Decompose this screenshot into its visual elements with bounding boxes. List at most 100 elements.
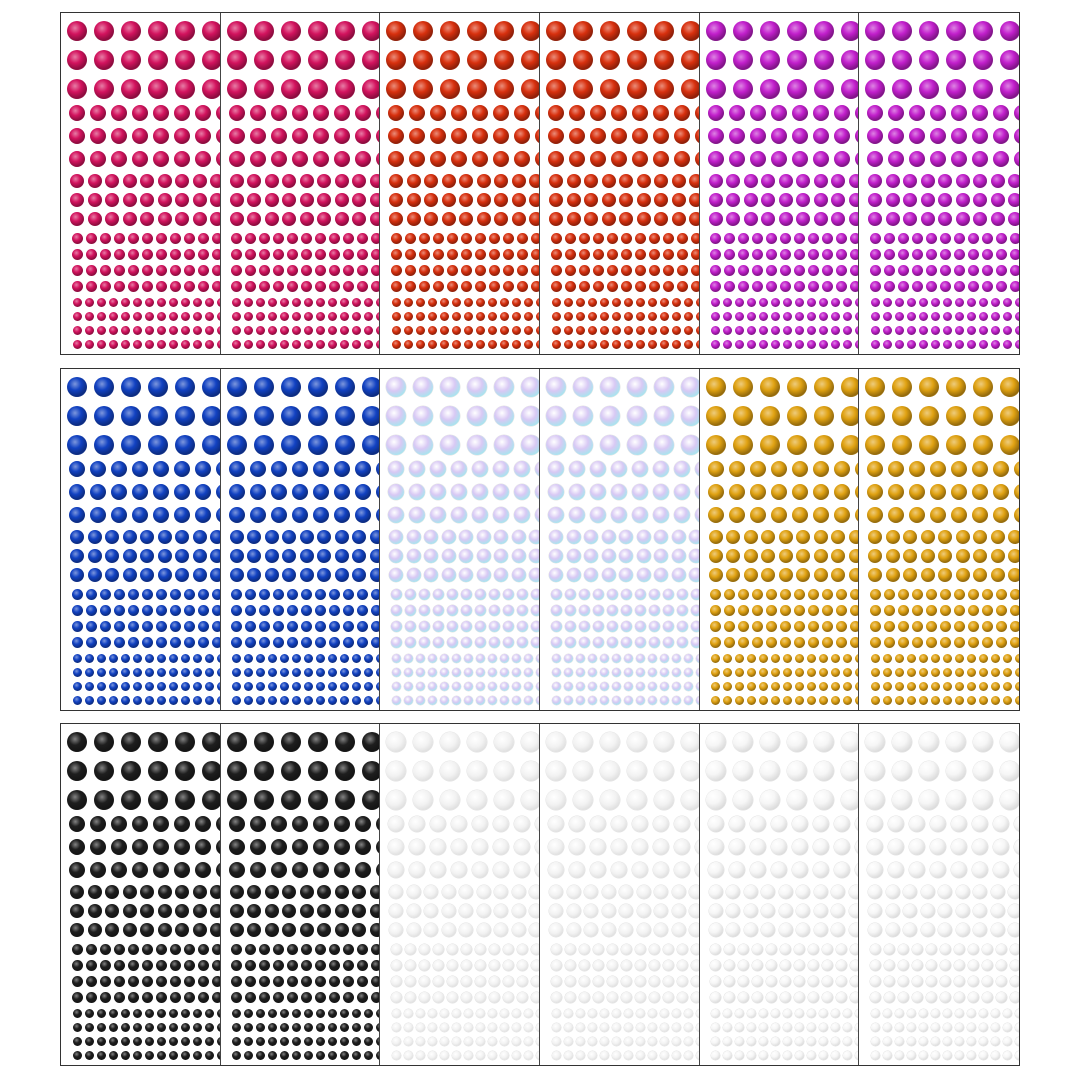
rhinestone <box>759 1008 769 1018</box>
rhinestone <box>564 588 576 600</box>
rhinestone <box>791 507 808 523</box>
rhinestone <box>122 174 137 188</box>
rhinestone <box>632 839 649 855</box>
rhinestone <box>259 248 271 260</box>
rhinestone <box>973 406 994 426</box>
rhinestone <box>726 530 741 544</box>
rhinestone <box>259 636 271 648</box>
rhinestone <box>885 549 900 563</box>
rhinestone <box>578 264 590 276</box>
rhinestone <box>316 325 326 335</box>
rhinestone <box>502 264 514 276</box>
rhinestone <box>634 280 646 292</box>
rhinestone <box>840 435 859 455</box>
rhinestone <box>85 975 97 987</box>
rhinestone <box>418 248 430 260</box>
rhinestone <box>155 280 167 292</box>
rhinestone <box>231 232 243 244</box>
rhinestone <box>432 264 444 276</box>
rhinestone <box>796 923 811 937</box>
rhinestone <box>1002 1050 1012 1060</box>
rhinestone <box>502 232 514 244</box>
rhinestone <box>72 325 82 335</box>
rhinestone <box>249 128 266 144</box>
rhinestone <box>791 839 808 855</box>
rhinestone <box>600 406 621 426</box>
rhinestone <box>174 507 190 523</box>
sticker-sheet <box>540 724 700 1065</box>
rhinestone <box>493 816 510 832</box>
rhinestone <box>132 667 142 677</box>
rhinestone <box>906 311 916 321</box>
rhinestone <box>291 816 308 832</box>
rhinestone <box>463 681 473 691</box>
sticker-sheet <box>61 369 221 710</box>
rhinestone <box>463 1050 473 1060</box>
sticker-sheet <box>859 369 1020 710</box>
rhinestone <box>627 406 648 426</box>
rhinestone <box>619 568 634 582</box>
rhinestone <box>494 732 515 752</box>
rhinestone <box>304 297 314 307</box>
rhinestone <box>446 991 458 1003</box>
rhinestone <box>259 943 271 955</box>
rhinestone <box>738 280 750 292</box>
rhinestone <box>611 1036 621 1046</box>
rhinestone <box>244 653 254 663</box>
rhinestone <box>623 1008 633 1018</box>
rhinestone <box>938 923 953 937</box>
rhinestone <box>439 695 449 705</box>
rhinestone <box>854 151 859 167</box>
rhinestone <box>386 761 407 781</box>
rhinestone <box>474 943 486 955</box>
rhinestone <box>511 530 526 544</box>
rhinestone <box>459 530 474 544</box>
rhinestone <box>897 280 909 292</box>
rhinestone <box>211 636 220 648</box>
rhinestone <box>317 174 332 188</box>
rhinestone <box>707 151 724 167</box>
rhinestone <box>794 943 806 955</box>
rhinestone <box>315 975 327 987</box>
rhinestone <box>548 484 565 500</box>
rhinestone <box>427 1050 437 1060</box>
rhinestone <box>87 885 102 899</box>
rhinestone <box>623 667 633 677</box>
rhinestone <box>906 667 916 677</box>
rhinestone <box>869 248 881 260</box>
rhinestone <box>111 151 127 167</box>
rhinestone <box>1002 311 1012 321</box>
rhinestone <box>343 604 355 616</box>
rhinestone <box>919 406 940 426</box>
rhinestone <box>463 667 473 677</box>
rhinestone <box>654 761 675 781</box>
rhinestone <box>264 549 279 563</box>
rhinestone <box>783 339 793 349</box>
rhinestone <box>1009 264 1020 276</box>
rhinestone <box>584 212 599 226</box>
rhinestone <box>511 325 521 335</box>
rhinestone <box>99 264 111 276</box>
rhinestone <box>683 1008 693 1018</box>
rhinestone <box>334 732 355 752</box>
rhinestone <box>919 435 940 455</box>
rhinestone <box>778 549 793 563</box>
rhinestone <box>84 1022 94 1032</box>
rhinestone <box>623 1036 633 1046</box>
rhinestone <box>771 1036 781 1046</box>
rhinestone <box>967 636 979 648</box>
rhinestone <box>795 311 805 321</box>
rhinestone <box>229 174 244 188</box>
rhinestone <box>329 248 341 260</box>
rhinestone <box>870 667 880 677</box>
rhinestone <box>833 128 850 144</box>
rhinestone <box>317 923 332 937</box>
rhinestone <box>942 311 952 321</box>
panel-row-1 <box>60 12 1020 355</box>
rhinestone <box>427 1036 437 1046</box>
rhinestone <box>488 620 500 632</box>
rhinestone <box>424 549 439 563</box>
rhinestone <box>264 904 279 918</box>
rhinestone <box>587 297 597 307</box>
rhinestone <box>972 507 989 523</box>
